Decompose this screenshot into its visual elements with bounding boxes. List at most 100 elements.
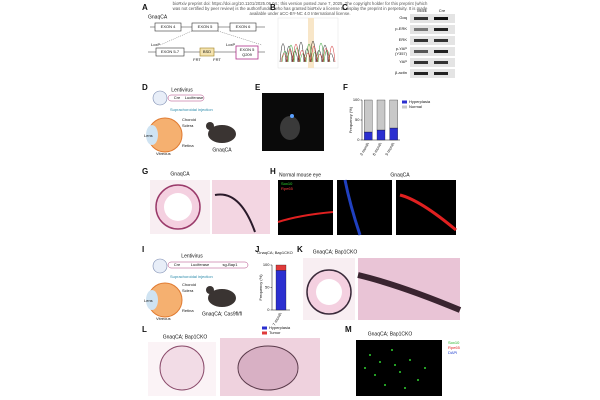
panel-label: E bbox=[255, 83, 261, 92]
mouse-ear bbox=[206, 286, 214, 294]
panel-label: C bbox=[342, 3, 348, 12]
eye-label: Lens bbox=[144, 298, 153, 303]
chart-title: GnaqCA; Bap1CKO bbox=[257, 250, 293, 255]
loxp-label: LoxP bbox=[226, 42, 235, 47]
injection-label: Suprachoroidal injection bbox=[170, 107, 213, 112]
stain-label: DAPI bbox=[448, 350, 457, 355]
tumor bbox=[237, 345, 299, 391]
bar-segment bbox=[389, 127, 398, 141]
y-tick-label: 0 bbox=[267, 307, 270, 312]
construct-label: Luciferase bbox=[185, 95, 204, 100]
bar-segment bbox=[364, 99, 373, 133]
exon-label: EXON 5 bbox=[198, 24, 213, 29]
eye-label: Retina bbox=[182, 308, 194, 313]
lens-section bbox=[164, 193, 192, 221]
legend-swatch bbox=[262, 326, 267, 330]
stain-label: Rpe65 bbox=[448, 345, 461, 350]
mouse-head bbox=[280, 116, 300, 140]
highlight bbox=[308, 18, 314, 68]
bsd-label: BSD bbox=[203, 49, 211, 54]
x-tick-label: 7 month bbox=[271, 312, 283, 327]
dapi-signal bbox=[343, 179, 362, 236]
fluorescence-image bbox=[356, 340, 442, 396]
panel-title: GnaqCA; Bap1CKO bbox=[368, 331, 413, 337]
eye-label: Retina bbox=[182, 143, 194, 148]
lane-label: Mock bbox=[417, 8, 427, 13]
legend-swatch bbox=[402, 100, 407, 104]
virus-icon bbox=[152, 258, 168, 274]
y-tick-label: 100 bbox=[353, 97, 360, 102]
construct bbox=[167, 94, 205, 102]
rpe-signal bbox=[399, 193, 457, 232]
eye-label: Lens bbox=[144, 133, 153, 138]
blot-label: β-actin bbox=[395, 70, 407, 75]
vector-label: Lentivirus bbox=[171, 87, 193, 93]
eye-section bbox=[159, 345, 205, 391]
frt-label: FRT bbox=[213, 57, 221, 62]
legend-label: Normal bbox=[409, 104, 422, 109]
header-line: was not certified by peer review) is the… bbox=[173, 6, 428, 11]
exon bbox=[191, 22, 219, 32]
panel-label: H bbox=[270, 167, 276, 176]
y-tick-label: 0 bbox=[357, 137, 360, 142]
eye-label: Sclera bbox=[182, 288, 194, 293]
blot-label: (Y357) bbox=[395, 51, 408, 56]
tumor-layer bbox=[357, 272, 462, 313]
trace bbox=[281, 42, 331, 63]
exon-label: EXON 5-7 bbox=[161, 49, 180, 54]
x-tick-label: 6 month bbox=[371, 142, 383, 157]
bar-segment bbox=[376, 99, 386, 131]
exon bbox=[155, 47, 185, 57]
sox10-signal bbox=[364, 349, 426, 389]
exon-label: Q209 bbox=[242, 52, 253, 57]
x-tick-label: 3 month bbox=[359, 142, 371, 157]
construct-label: Cre bbox=[174, 262, 181, 267]
blot-label: YAP bbox=[399, 59, 407, 64]
bar-segment bbox=[275, 264, 287, 271]
construct-label: sg-Bap1 bbox=[223, 262, 239, 267]
lens bbox=[146, 290, 158, 310]
eye-label: Vitreous bbox=[156, 151, 171, 156]
y-tick-label: 50 bbox=[265, 285, 270, 290]
header-line: available under aCC-BY-NC 4.0 Internatio… bbox=[249, 11, 350, 16]
exon bbox=[229, 22, 257, 32]
exon bbox=[235, 45, 259, 60]
legend-label: Hyperplasia bbox=[409, 99, 431, 104]
vector-label: Lentivirus bbox=[181, 253, 203, 259]
bar-segment bbox=[389, 99, 398, 129]
eye-label: Choroid bbox=[182, 282, 196, 287]
panel-title: GnaqCA; Bap1CKO bbox=[163, 334, 208, 340]
panel-label: J bbox=[255, 245, 259, 254]
eye-label: Choroid bbox=[182, 117, 196, 122]
mouse-label: GnaqCA bbox=[212, 147, 232, 153]
panel-label: K bbox=[297, 245, 303, 254]
mouse bbox=[208, 289, 236, 307]
mouse-ear bbox=[206, 122, 214, 130]
pigment-layer bbox=[214, 193, 256, 233]
stain-label: Sox10 bbox=[448, 340, 460, 345]
y-axis-label: Frequency (%) bbox=[348, 106, 353, 133]
guide bbox=[217, 30, 263, 46]
x-tick-label: 9 month bbox=[384, 142, 396, 157]
panel-label: A bbox=[142, 3, 148, 12]
panel-label: G bbox=[142, 167, 148, 176]
legend-label: Hyperplasia bbox=[269, 325, 291, 330]
trace bbox=[279, 40, 335, 63]
panel-title: GnaqCA bbox=[390, 172, 410, 178]
panel-label: D bbox=[142, 83, 148, 92]
panel-label: F bbox=[343, 83, 348, 92]
mouse bbox=[208, 125, 236, 143]
legend-swatch bbox=[402, 105, 407, 109]
bar-segment bbox=[275, 270, 287, 311]
panel-title: GnaqCA bbox=[170, 171, 190, 177]
exon bbox=[154, 22, 182, 32]
signal bbox=[290, 114, 294, 118]
y-axis-label: Frequency (%) bbox=[258, 274, 263, 301]
y-tick-label: 100 bbox=[263, 262, 270, 267]
exon-label: EXON 5 bbox=[240, 47, 255, 52]
stain-label: Rpe65 bbox=[281, 186, 294, 191]
blot-label: ERK bbox=[399, 37, 408, 42]
lane-label: Cre bbox=[439, 8, 446, 13]
bsd-box bbox=[199, 47, 215, 57]
